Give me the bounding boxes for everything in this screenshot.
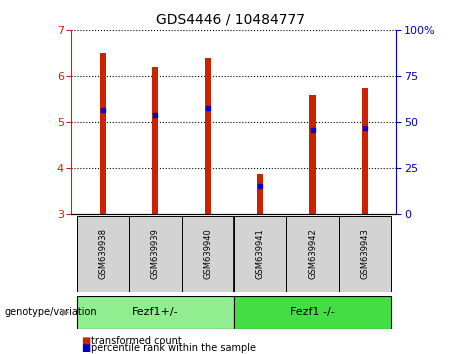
Text: Fezf1 -/-: Fezf1 -/- (290, 307, 335, 318)
Bar (286, 216, 339, 292)
Text: Fezf1+/-: Fezf1+/- (132, 307, 179, 318)
Bar (100, 53, 106, 214)
Text: GSM639939: GSM639939 (151, 229, 160, 279)
Bar (257, 174, 263, 214)
Bar (205, 58, 211, 214)
Text: ■: ■ (81, 343, 90, 353)
Bar (152, 67, 159, 214)
Text: GSM639941: GSM639941 (256, 229, 265, 279)
Text: GSM639943: GSM639943 (361, 229, 370, 279)
Bar (362, 88, 368, 214)
Text: genotype/variation: genotype/variation (5, 307, 97, 317)
Text: ■: ■ (81, 336, 90, 346)
Text: GSM639940: GSM639940 (203, 229, 212, 279)
Bar (309, 95, 316, 214)
Bar (234, 216, 286, 292)
Text: GSM639938: GSM639938 (98, 228, 107, 280)
Bar (77, 216, 129, 292)
Bar (182, 216, 234, 292)
Text: ▶: ▶ (62, 307, 70, 317)
Text: GDS4446 / 10484777: GDS4446 / 10484777 (156, 12, 305, 27)
Text: percentile rank within the sample: percentile rank within the sample (91, 343, 256, 353)
Bar (129, 216, 182, 292)
Bar (77, 296, 234, 329)
Text: transformed count: transformed count (91, 336, 182, 346)
Text: GSM639942: GSM639942 (308, 229, 317, 279)
Bar (234, 296, 391, 329)
Bar (339, 216, 391, 292)
